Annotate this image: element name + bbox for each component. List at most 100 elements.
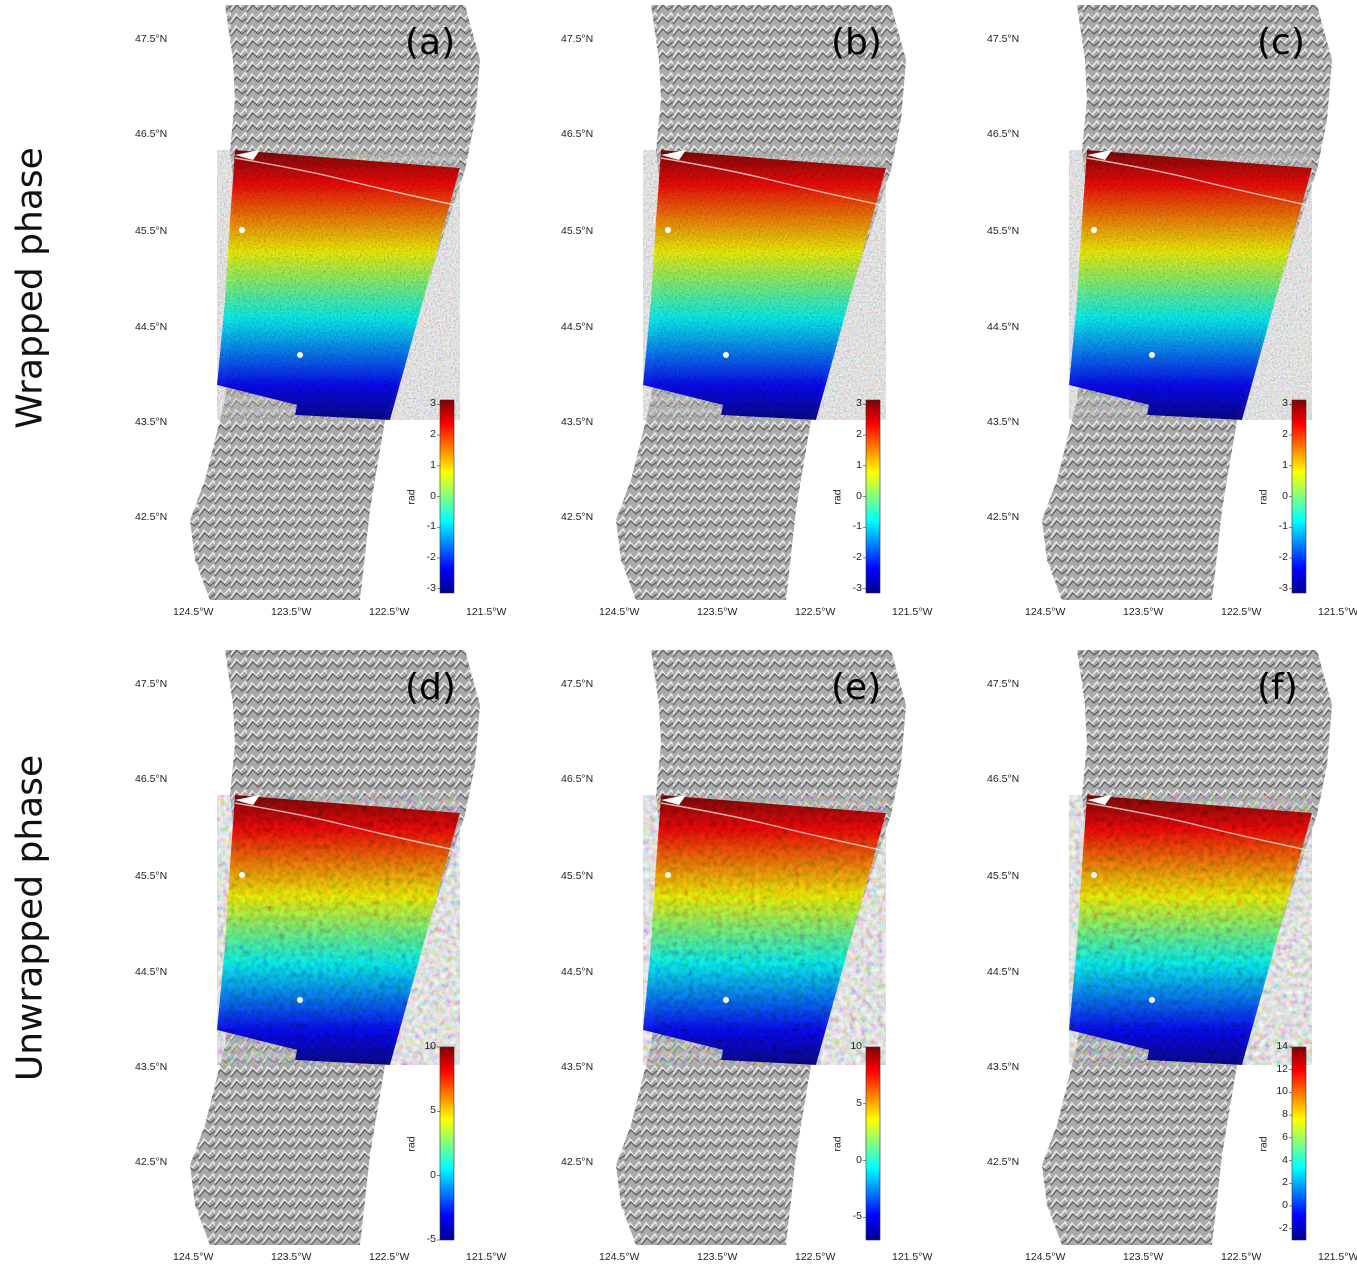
latitude-tick-label: 46.5°N [135, 773, 168, 785]
latitude-tick-label: 42.5°N [987, 1156, 1020, 1168]
longitude-tick-label: 122.5°W [369, 1251, 410, 1263]
map-panel-f: 14 12 10 8 6 4 2 0 -2 rad (f) 47.5°N 46.5°N 45.5°N 44.… [987, 645, 1357, 1270]
colorbar-tick-label: 10 [1276, 1085, 1288, 1098]
latitude-tick-label: 42.5°N [561, 1156, 594, 1168]
latitude-tick-label: 45.5°N [561, 870, 594, 882]
colorbar-tick-label: -2 [1278, 1221, 1288, 1234]
longitude-tick-label: 123.5°W [271, 606, 312, 618]
colorbar-tick-label: 2 [1282, 428, 1288, 441]
longitude-tick-label: 121.5°W [1318, 1251, 1357, 1263]
colorbar-tick-label: 2 [430, 428, 436, 441]
colorbar [865, 399, 881, 594]
latitude-tick-label: 42.5°N [135, 1156, 168, 1168]
colorbar-tick-label: 8 [1282, 1108, 1288, 1121]
colorbar [1291, 399, 1307, 594]
colorbar-tick-label: 0 [430, 489, 436, 502]
longitude-tick-label: 122.5°W [1221, 606, 1262, 618]
colorbar-tick-label: 0 [430, 1168, 436, 1181]
colorbar-tick-label: -1 [852, 520, 862, 533]
colorbar-tick-label: 3 [1282, 397, 1288, 410]
latitude-tick-label: 45.5°N [987, 870, 1020, 882]
latitude-tick-label: 47.5°N [135, 678, 168, 690]
latitude-tick-label: 47.5°N [561, 678, 594, 690]
map-panel-e: 10 5 0 -5 rad (e) 47.5°N 46.5°N 45.5°N 44.5°N 43.5… [561, 645, 951, 1270]
colorbar-tick-label: 10 [850, 1040, 862, 1052]
colorbar-tick-label: -1 [1278, 520, 1288, 533]
phase-swath [1069, 150, 1312, 420]
phase-swath [217, 795, 460, 1065]
latitude-tick-label: 43.5°N [987, 1061, 1020, 1073]
colorbar-tick-label: 6 [1282, 1130, 1288, 1143]
map-figure [190, 5, 480, 600]
latitude-tick-label: 43.5°N [987, 416, 1020, 428]
colorbar-tick-label: 1 [430, 458, 436, 471]
row-label-wrapped: Wrapped phase [9, 147, 51, 429]
colorbar [439, 399, 455, 594]
latitude-tick-label: 47.5°N [135, 33, 168, 45]
longitude-tick-label: 121.5°W [892, 606, 933, 618]
longitude-tick-label: 124.5°W [1025, 1251, 1066, 1263]
latitude-tick-label: 43.5°N [561, 1061, 594, 1073]
map-panel-d: 10 5 0 -5 rad (d) 47.5°N 46.5°N 45.5°N 44.5°N 43.5… [135, 645, 525, 1270]
latitude-tick-label: 46.5°N [561, 128, 594, 140]
longitude-tick-label: 124.5°W [173, 606, 214, 618]
phase-swath [643, 150, 886, 420]
longitude-tick-label: 123.5°W [1123, 1251, 1164, 1263]
map-figure [616, 5, 906, 600]
map-panel-b: 3 2 1 0 -1 -2 -3 rad (b) 47.5°N 46.5°N 45.5°N 44.5°N… [561, 0, 951, 625]
latitude-tick-label: 44.5°N [561, 966, 594, 978]
latitude-tick-label: 44.5°N [135, 966, 168, 978]
map-figure [1042, 650, 1332, 1245]
colorbar [865, 1046, 881, 1241]
map-panel-a: 3 2 1 0 -1 -2 -3 rad (a) 47.5°N 46.5°N 45.5°N 44.5°N… [135, 0, 525, 625]
colorbar-tick-label: 0 [856, 489, 862, 502]
panel-letter: (e) [831, 667, 882, 708]
latitude-tick-label: 44.5°N [135, 321, 168, 333]
longitude-tick-label: 122.5°W [795, 1251, 836, 1263]
longitude-tick-label: 123.5°W [697, 606, 738, 618]
row-label-unwrapped: Unwrapped phase [9, 754, 51, 1082]
colorbar-tick-label: 2 [1282, 1176, 1288, 1189]
latitude-tick-label: 42.5°N [561, 511, 594, 523]
map-figure [190, 650, 480, 1245]
colorbar-unit-label: rad [1257, 1135, 1270, 1152]
latitude-tick-label: 46.5°N [987, 773, 1020, 785]
colorbar-unit-label: rad [1257, 488, 1270, 505]
colorbar-tick-label: 0 [1282, 1198, 1288, 1211]
colorbar-tick-label: 3 [430, 397, 436, 410]
latitude-tick-label: 44.5°N [987, 966, 1020, 978]
longitude-tick-label: 121.5°W [466, 606, 507, 618]
longitude-tick-label: 122.5°W [795, 606, 836, 618]
colorbar-tick-label: -3 [426, 581, 436, 594]
longitude-tick-label: 124.5°W [1025, 606, 1066, 618]
colorbar-tick-label: -2 [1278, 550, 1288, 563]
longitude-tick-label: 121.5°W [892, 1251, 933, 1263]
colorbar-tick-label: 5 [856, 1096, 862, 1109]
latitude-tick-label: 42.5°N [987, 511, 1020, 523]
longitude-tick-label: 121.5°W [466, 1251, 507, 1263]
latitude-tick-label: 45.5°N [135, 225, 168, 237]
latitude-tick-label: 47.5°N [987, 678, 1020, 690]
panel-letter: (f) [1257, 667, 1298, 708]
colorbar-unit-label: rad [405, 488, 418, 505]
latitude-tick-label: 43.5°N [135, 1061, 168, 1073]
latitude-tick-label: 42.5°N [135, 511, 168, 523]
phase-swath [643, 795, 886, 1065]
latitude-tick-label: 47.5°N [561, 33, 594, 45]
colorbar-tick-label: 5 [430, 1104, 436, 1117]
colorbar-tick-label: 1 [856, 458, 862, 471]
longitude-tick-label: 124.5°W [599, 606, 640, 618]
colorbar-tick-label: 4 [1282, 1153, 1288, 1166]
colorbar-tick-label: 0 [856, 1153, 862, 1166]
latitude-tick-label: 47.5°N [987, 33, 1020, 45]
longitude-tick-label: 122.5°W [1221, 1251, 1262, 1263]
map-figure [616, 650, 906, 1245]
latitude-tick-label: 43.5°N [135, 416, 168, 428]
latitude-tick-label: 44.5°N [561, 321, 594, 333]
colorbar-tick-label: -1 [426, 520, 436, 533]
latitude-tick-label: 46.5°N [135, 128, 168, 140]
colorbar-unit-label: rad [831, 1135, 844, 1152]
panel-letter: (d) [405, 667, 456, 708]
latitude-tick-label: 46.5°N [561, 773, 594, 785]
phase-swath [217, 150, 460, 420]
